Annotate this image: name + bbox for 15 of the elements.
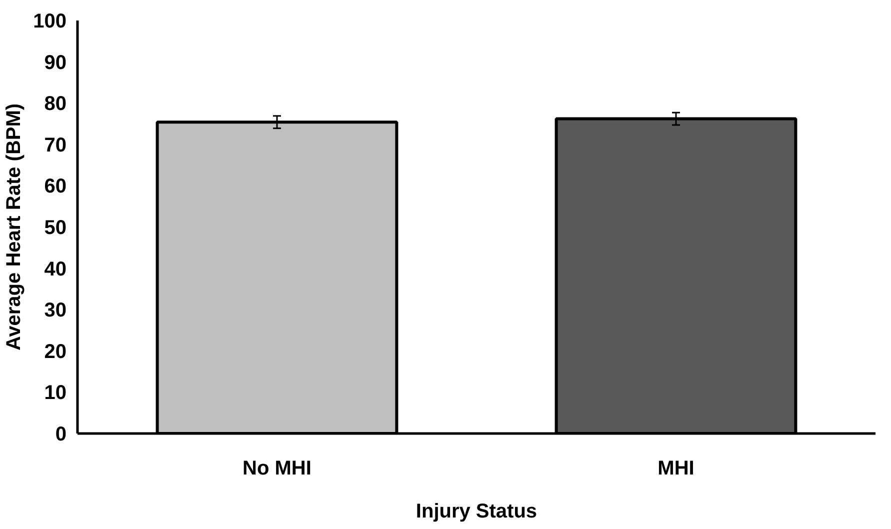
y-tick-label: 10 <box>44 382 67 404</box>
y-axis-title: Average Heart Rate (BPM) <box>3 103 26 351</box>
y-tick-label: 100 <box>33 10 67 32</box>
y-tick-label: 50 <box>44 217 67 239</box>
y-tick-label: 70 <box>44 134 67 156</box>
y-tick-label: 30 <box>44 300 67 322</box>
x-tick-label: MHI <box>658 458 694 480</box>
y-tick-label: 0 <box>55 424 66 446</box>
x-axis-title: Injury Status <box>416 500 538 522</box>
y-tick-label: 80 <box>44 93 67 116</box>
y-tick-label: 20 <box>44 340 67 363</box>
y-tick-label: 40 <box>44 258 67 280</box>
y-tick-label: 60 <box>44 176 67 198</box>
x-tick-label: No MHI <box>242 458 312 480</box>
y-tick-label: 90 <box>44 52 67 74</box>
